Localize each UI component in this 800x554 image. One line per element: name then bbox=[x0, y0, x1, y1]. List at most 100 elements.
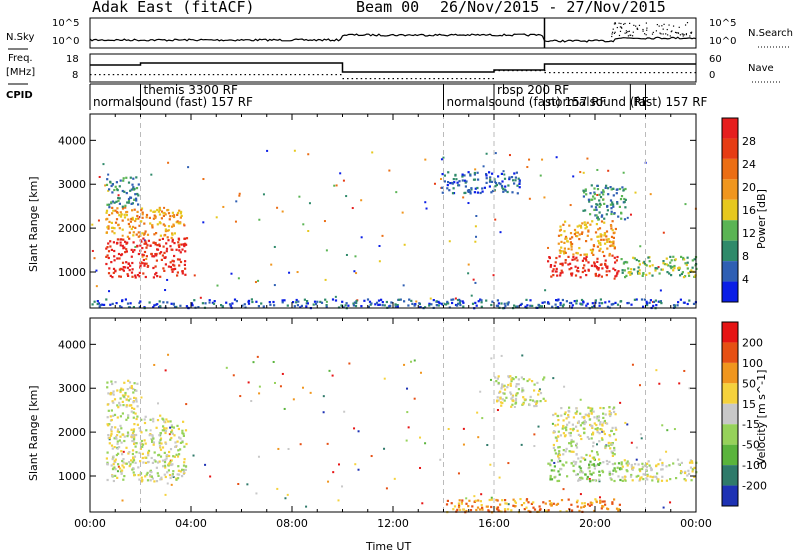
velocity-cell bbox=[640, 437, 643, 440]
power-cell bbox=[595, 208, 598, 211]
power-cell bbox=[325, 304, 328, 307]
velocity-cell bbox=[601, 430, 604, 433]
velocity-cell bbox=[611, 463, 614, 466]
velocity-cell bbox=[577, 479, 580, 482]
power-cell bbox=[633, 298, 636, 301]
nave-dot bbox=[171, 74, 174, 76]
power-cell bbox=[449, 182, 452, 185]
power-cell bbox=[108, 188, 111, 191]
nsky-dot bbox=[683, 34, 685, 36]
nave-dot bbox=[180, 74, 183, 76]
power-cell bbox=[388, 169, 391, 172]
power-cell bbox=[125, 261, 128, 264]
nsky-dot bbox=[627, 35, 630, 37]
power-cell bbox=[655, 304, 658, 307]
power-cell bbox=[162, 267, 165, 270]
power-cell bbox=[645, 300, 648, 303]
power-cell bbox=[681, 271, 684, 274]
power-cell bbox=[515, 171, 518, 174]
power-cell bbox=[116, 241, 119, 244]
velocity-cell bbox=[646, 478, 649, 481]
velocity-cell bbox=[544, 399, 547, 402]
velocity-cell bbox=[479, 500, 482, 503]
velocity-cell bbox=[499, 401, 503, 404]
power-cell bbox=[127, 262, 130, 265]
power-cell bbox=[119, 241, 122, 244]
power-cell bbox=[131, 261, 134, 265]
velocity-cell bbox=[141, 456, 144, 460]
nave-dot bbox=[103, 74, 106, 76]
velocity-cell bbox=[512, 399, 515, 403]
velocity-colorbar-tick-1: 100 bbox=[742, 357, 763, 370]
power-cell bbox=[666, 271, 669, 274]
velocity-cell bbox=[538, 388, 541, 391]
velocity-cell bbox=[613, 467, 616, 470]
velocity-cell bbox=[514, 505, 517, 508]
power-cell bbox=[127, 201, 130, 204]
velocity-cell bbox=[158, 445, 162, 448]
velocity-cell bbox=[164, 431, 167, 435]
power-cell bbox=[143, 264, 146, 267]
velocity-cell bbox=[141, 479, 144, 482]
power-cell bbox=[165, 242, 168, 245]
power-cell bbox=[113, 188, 116, 192]
velocity-cell bbox=[171, 425, 174, 429]
power-cell bbox=[418, 306, 421, 309]
power-colorbar-swatch bbox=[722, 261, 738, 282]
velocity-cell bbox=[445, 503, 449, 506]
velocity-cell bbox=[471, 505, 474, 508]
velocity-cell bbox=[114, 458, 117, 461]
power-cell bbox=[360, 199, 363, 202]
velocity-cell bbox=[163, 461, 167, 464]
power-cell bbox=[612, 203, 615, 206]
power-cell bbox=[353, 270, 356, 273]
nsky-dot bbox=[611, 31, 614, 33]
power-cell bbox=[603, 254, 606, 258]
velocity-cell bbox=[237, 482, 240, 485]
velocity-cell bbox=[552, 431, 555, 434]
velocity-cell bbox=[171, 473, 174, 476]
power-cell bbox=[273, 304, 276, 307]
power-cell bbox=[296, 271, 299, 274]
power-cell bbox=[485, 177, 488, 180]
power-cell bbox=[241, 304, 244, 307]
power-cell bbox=[137, 183, 140, 186]
velocity-heatmap bbox=[105, 353, 698, 514]
power-cell bbox=[115, 181, 118, 184]
velocity-cell bbox=[523, 508, 526, 511]
power-cell bbox=[501, 180, 504, 183]
power-cell bbox=[235, 300, 238, 303]
power-cell bbox=[355, 272, 358, 275]
nsky-dot bbox=[636, 28, 638, 30]
power-cell bbox=[603, 234, 606, 237]
power-cell bbox=[162, 245, 165, 248]
power-cell bbox=[552, 268, 555, 271]
velocity-cell bbox=[606, 462, 609, 466]
velocity-cell bbox=[613, 449, 616, 452]
velocity-cell bbox=[607, 444, 610, 447]
velocity-cell bbox=[131, 452, 134, 456]
velocity-cell bbox=[529, 398, 532, 402]
velocity-cell bbox=[503, 392, 506, 395]
power-cell bbox=[576, 252, 579, 255]
nave-dot bbox=[342, 78, 344, 80]
nave-dot bbox=[671, 72, 674, 74]
power-cell bbox=[669, 261, 672, 264]
power-cell bbox=[156, 303, 159, 306]
velocity-cell bbox=[170, 483, 173, 486]
power-cell bbox=[518, 182, 521, 185]
power-cell bbox=[344, 304, 347, 307]
power-cell bbox=[97, 219, 100, 222]
power-cell bbox=[649, 193, 652, 196]
nave-dot bbox=[235, 74, 237, 76]
power-cell bbox=[567, 263, 570, 266]
power-cell bbox=[660, 302, 663, 305]
power-cell bbox=[597, 267, 600, 270]
power-cell bbox=[583, 269, 587, 272]
power-cell bbox=[645, 264, 648, 267]
nave-dot bbox=[653, 72, 656, 74]
power-cell bbox=[152, 276, 155, 279]
velocity-cell bbox=[570, 462, 573, 465]
power-cell bbox=[525, 298, 528, 301]
power-cell bbox=[579, 253, 582, 257]
